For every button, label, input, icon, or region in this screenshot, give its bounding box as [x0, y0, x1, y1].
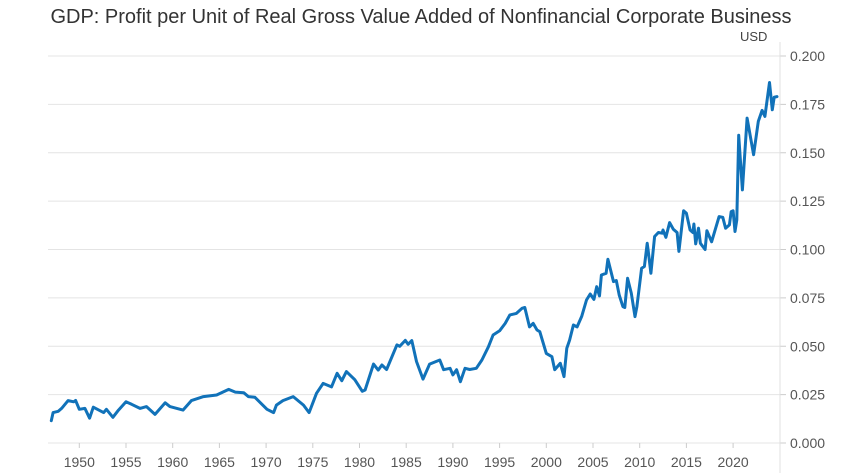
- x-tick-label: 1980: [344, 454, 375, 470]
- x-tick-label: 1960: [157, 454, 188, 470]
- x-tick-label: 1995: [484, 454, 515, 470]
- x-tick-label: 2010: [624, 454, 655, 470]
- x-tick-label: 1955: [110, 454, 141, 470]
- x-tick-label: 1950: [64, 454, 95, 470]
- x-tick-label: 2000: [531, 454, 562, 470]
- y-tick-label: 0.100: [790, 242, 825, 258]
- x-tick-label: 1970: [251, 454, 282, 470]
- x-tick-label: 1965: [204, 454, 235, 470]
- y-tick-label: 0.075: [790, 290, 825, 306]
- x-tick-label: 1975: [297, 454, 328, 470]
- y-tick-label: 0.025: [790, 387, 825, 403]
- x-tick-label: 2005: [577, 454, 608, 470]
- y-tick-label: 0.000: [790, 435, 825, 451]
- x-tick-label: 2015: [671, 454, 702, 470]
- y-tick-label: 0.175: [790, 96, 825, 112]
- series-line: [49, 81, 779, 423]
- y-axis-unit-label: USD: [740, 29, 768, 44]
- x-tick-label: 2020: [718, 454, 749, 470]
- chart-title: GDP: Profit per Unit of Real Gross Value…: [50, 6, 792, 28]
- y-tick-label: 0.150: [790, 145, 825, 161]
- x-tick-label: 1985: [391, 454, 422, 470]
- y-tick-label: 0.125: [790, 193, 825, 209]
- y-tick-label: 0.050: [790, 338, 825, 354]
- x-tick-label: 1990: [437, 454, 468, 470]
- y-tick-label: 0.200: [790, 48, 825, 64]
